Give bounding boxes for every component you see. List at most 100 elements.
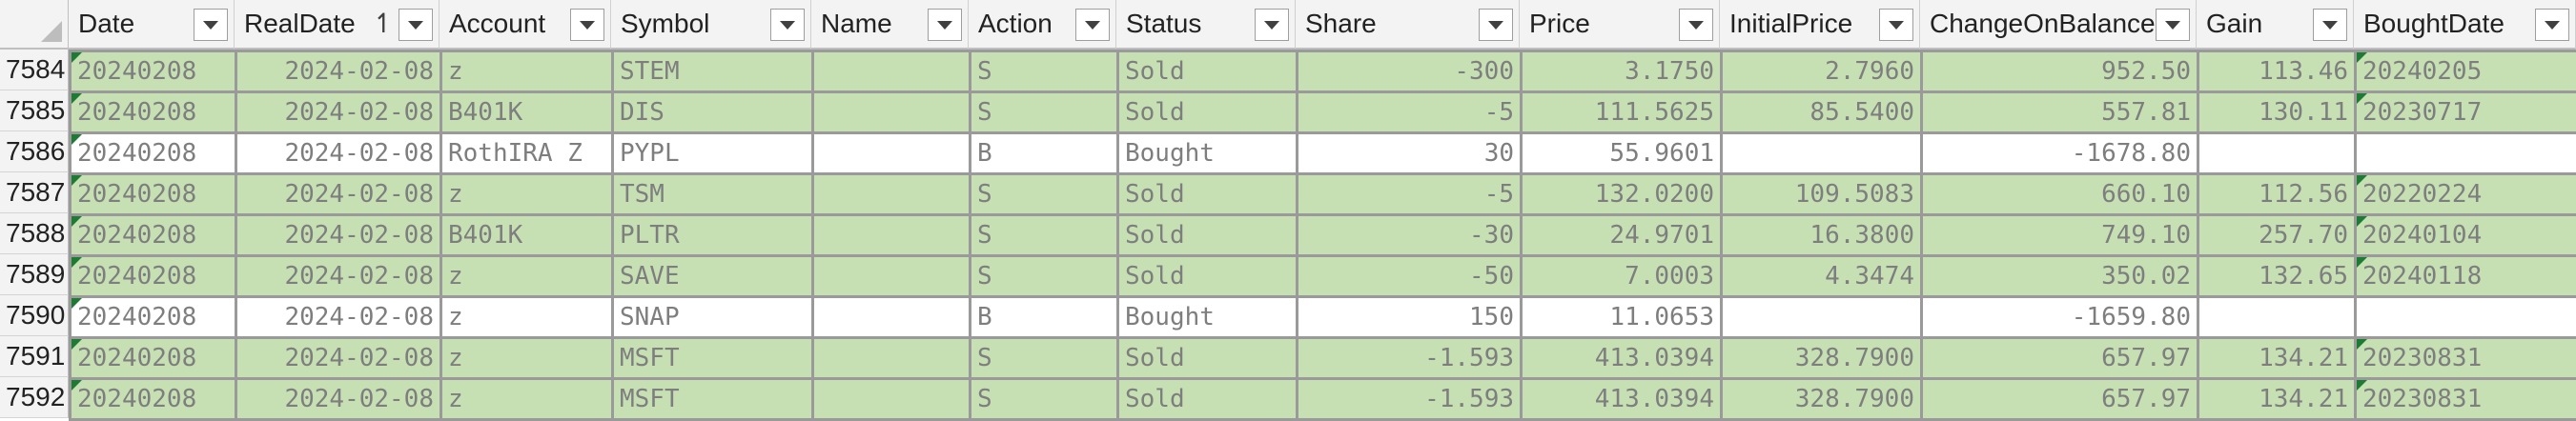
cell-realdate[interactable]: 2024-02-08 [235, 213, 442, 257]
cell-action[interactable]: B [969, 295, 1119, 339]
cell-change[interactable]: 749.10 [1920, 213, 2199, 257]
cell-price[interactable]: 11.0653 [1520, 295, 1723, 339]
cell-date[interactable]: 20240208 [69, 295, 237, 339]
row-number[interactable]: 7586 [0, 131, 69, 172]
cell-name[interactable] [811, 254, 971, 298]
cell-initialprice[interactable] [1720, 295, 1923, 339]
cell-share[interactable]: -1.593 [1296, 377, 1523, 421]
cell-gain[interactable]: 257.70 [2197, 213, 2357, 257]
cell-realdate[interactable]: 2024-02-08 [235, 172, 442, 216]
cell-symbol[interactable]: STEM [611, 50, 814, 93]
filter-button-initialprice[interactable] [1879, 9, 1913, 41]
cell-status[interactable]: Sold [1116, 336, 1298, 380]
cell-price[interactable]: 7.0003 [1520, 254, 1723, 298]
column-header-changeonbalance[interactable]: ChangeOnBalance [1920, 0, 2197, 50]
cell-date[interactable]: 20240208 [69, 336, 237, 380]
filter-button-symbol[interactable] [770, 9, 805, 41]
cell-realdate[interactable]: 2024-02-08 [235, 254, 442, 298]
cell-gain[interactable] [2197, 131, 2357, 175]
row-number[interactable]: 7592 [0, 377, 69, 418]
row-number[interactable]: 7589 [0, 254, 69, 295]
column-header-realdate[interactable]: RealDate ↿ [235, 0, 440, 50]
cell-account[interactable]: RothIRA Z [440, 131, 614, 175]
cell-status[interactable]: Bought [1116, 295, 1298, 339]
filter-button-realdate[interactable] [399, 9, 433, 41]
column-header-share[interactable]: Share [1296, 0, 1520, 50]
cell-date[interactable]: 20240208 [69, 377, 237, 421]
cell-symbol[interactable]: MSFT [611, 377, 814, 421]
filter-button-changeonbalance[interactable] [2156, 9, 2190, 41]
cell-boughtdate[interactable]: 20230717 [2354, 90, 2576, 134]
row-number[interactable]: 7591 [0, 336, 69, 377]
cell-change[interactable]: 350.02 [1920, 254, 2199, 298]
cell-realdate[interactable]: 2024-02-08 [235, 50, 442, 93]
cell-name[interactable] [811, 336, 971, 380]
cell-account[interactable]: z [440, 172, 614, 216]
row-number[interactable]: 7584 [0, 50, 69, 90]
filter-button-name[interactable] [928, 9, 962, 41]
cell-gain[interactable]: 113.46 [2197, 50, 2357, 93]
cell-action[interactable]: S [969, 172, 1119, 216]
cell-status[interactable]: Sold [1116, 377, 1298, 421]
cell-change[interactable]: -1678.80 [1920, 131, 2199, 175]
column-header-name[interactable]: Name [811, 0, 969, 50]
cell-realdate[interactable]: 2024-02-08 [235, 90, 442, 134]
cell-share[interactable]: -5 [1296, 172, 1523, 216]
cell-name[interactable] [811, 131, 971, 175]
cell-change[interactable]: 660.10 [1920, 172, 2199, 216]
row-number[interactable]: 7585 [0, 90, 69, 131]
cell-action[interactable]: S [969, 377, 1119, 421]
filter-button-gain[interactable] [2313, 9, 2347, 41]
cell-date[interactable]: 20240208 [69, 213, 237, 257]
cell-date[interactable]: 20240208 [69, 50, 237, 93]
cell-initialprice[interactable]: 2.7960 [1720, 50, 1923, 93]
cell-symbol[interactable]: SNAP [611, 295, 814, 339]
cell-name[interactable] [811, 172, 971, 216]
cell-date[interactable]: 20240208 [69, 172, 237, 216]
cell-price[interactable]: 55.9601 [1520, 131, 1723, 175]
cell-account[interactable]: z [440, 50, 614, 93]
cell-share[interactable]: -1.593 [1296, 336, 1523, 380]
cell-share[interactable]: -30 [1296, 213, 1523, 257]
cell-realdate[interactable]: 2024-02-08 [235, 336, 442, 380]
cell-realdate[interactable]: 2024-02-08 [235, 377, 442, 421]
cell-action[interactable]: S [969, 50, 1119, 93]
cell-change[interactable]: 657.97 [1920, 336, 2199, 380]
cell-status[interactable]: Sold [1116, 50, 1298, 93]
cell-initialprice[interactable]: 328.7900 [1720, 377, 1923, 421]
cell-price[interactable]: 413.0394 [1520, 336, 1723, 380]
column-header-action[interactable]: Action [969, 0, 1116, 50]
select-all-corner[interactable] [0, 0, 69, 50]
cell-initialprice[interactable]: 328.7900 [1720, 336, 1923, 380]
cell-symbol[interactable]: SAVE [611, 254, 814, 298]
cell-change[interactable]: -1659.80 [1920, 295, 2199, 339]
cell-gain[interactable]: 134.21 [2197, 377, 2357, 421]
cell-account[interactable]: z [440, 336, 614, 380]
filter-button-action[interactable] [1075, 9, 1110, 41]
row-number[interactable]: 7588 [0, 213, 69, 254]
cell-date[interactable]: 20240208 [69, 254, 237, 298]
column-header-boughtdate[interactable]: BoughtDate [2354, 0, 2576, 50]
row-number[interactable]: 7590 [0, 295, 69, 336]
cell-status[interactable]: Sold [1116, 172, 1298, 216]
cell-symbol[interactable]: PYPL [611, 131, 814, 175]
cell-boughtdate[interactable]: 20240205 [2354, 50, 2576, 93]
cell-name[interactable] [811, 295, 971, 339]
cell-boughtdate[interactable]: 20240118 [2354, 254, 2576, 298]
cell-initialprice[interactable]: 109.5083 [1720, 172, 1923, 216]
cell-name[interactable] [811, 90, 971, 134]
column-header-symbol[interactable]: Symbol [611, 0, 811, 50]
column-header-status[interactable]: Status [1116, 0, 1296, 50]
cell-status[interactable]: Sold [1116, 213, 1298, 257]
cell-share[interactable]: -300 [1296, 50, 1523, 93]
cell-price[interactable]: 3.1750 [1520, 50, 1723, 93]
cell-account[interactable]: B401K [440, 213, 614, 257]
cell-date[interactable]: 20240208 [69, 131, 237, 175]
cell-initialprice[interactable]: 4.3474 [1720, 254, 1923, 298]
cell-share[interactable]: -50 [1296, 254, 1523, 298]
cell-account[interactable]: B401K [440, 90, 614, 134]
filter-button-share[interactable] [1479, 9, 1513, 41]
cell-share[interactable]: -5 [1296, 90, 1523, 134]
cell-price[interactable]: 413.0394 [1520, 377, 1723, 421]
filter-button-date[interactable] [194, 9, 228, 41]
